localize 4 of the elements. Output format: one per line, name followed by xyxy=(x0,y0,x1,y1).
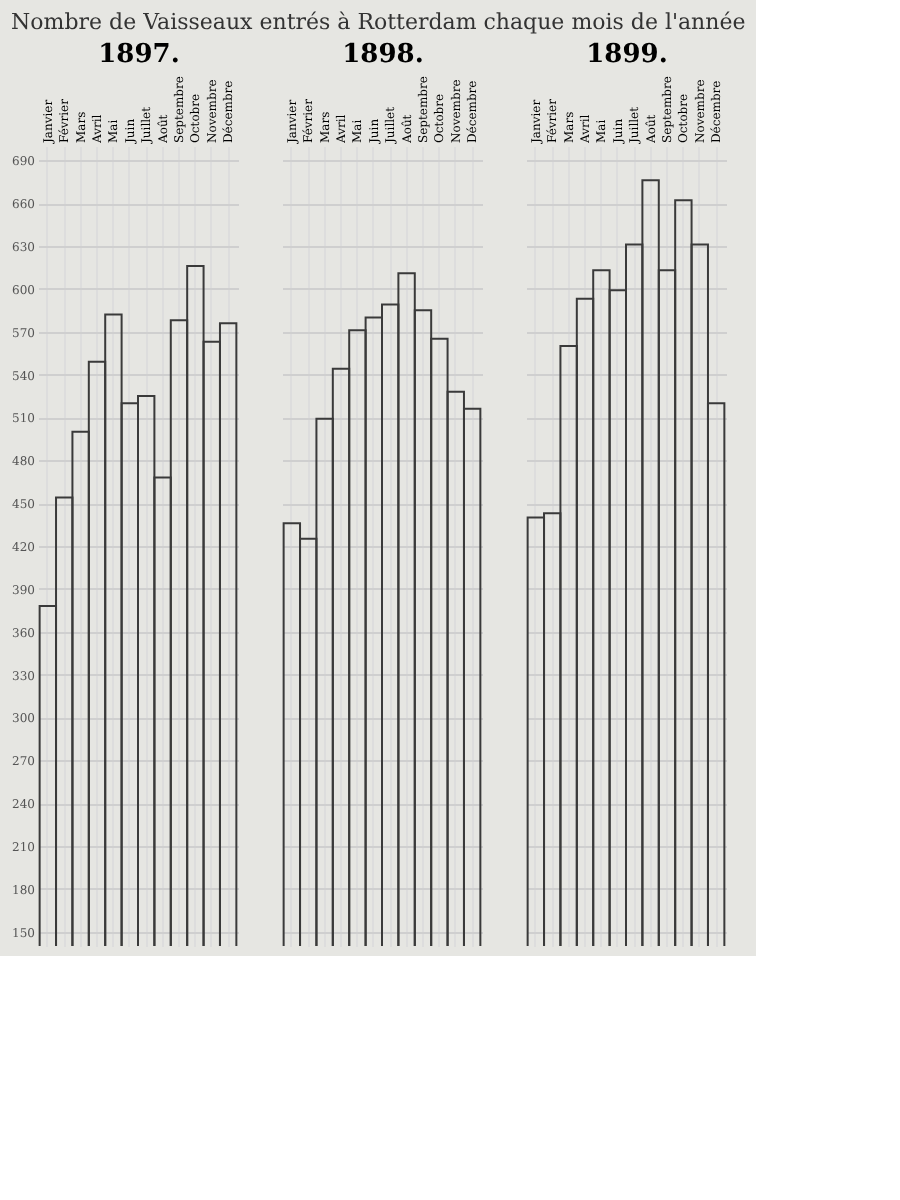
x-axis-title: 1897. xyxy=(98,40,180,71)
x-axis-title: 1899. xyxy=(586,40,668,71)
text: Nombre de Vaisseaux entrés à Rotterdam chaque mois de l'année xyxy=(11,9,746,36)
x-axis-title: 1898. xyxy=(342,40,424,71)
